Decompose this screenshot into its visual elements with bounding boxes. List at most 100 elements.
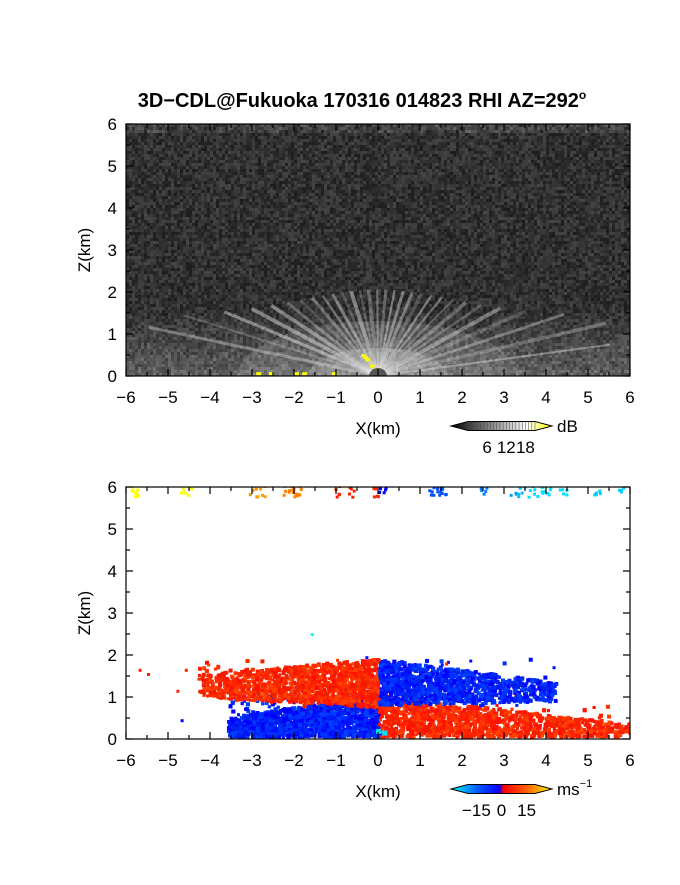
intensity-cell [438,202,441,205]
intensity-cell [540,133,543,136]
intensity-cell [468,148,471,151]
intensity-cell [252,145,255,148]
intensity-cell [231,136,234,139]
intensity-cell [399,133,402,136]
intensity-cell [255,142,258,145]
intensity-cell [243,145,246,148]
intensity-cell [366,190,369,193]
intensity-cell [381,157,384,160]
intensity-cell [333,154,336,157]
intensity-cell [504,184,507,187]
intensity-cell [423,166,426,169]
intensity-cell [621,148,624,151]
intensity-cell [210,124,213,127]
intensity-cell [558,127,561,130]
intensity-cell [468,208,471,211]
intensity-cell [297,166,300,169]
intensity-cell [240,175,243,178]
intensity-cell [573,202,576,205]
intensity-cell [534,184,537,187]
intensity-cell [408,136,411,139]
intensity-cell [501,190,504,193]
intensity-cell [267,124,270,127]
intensity-cell [258,136,261,139]
intensity-cell [462,142,465,145]
intensity-cell [390,136,393,139]
intensity-cell [291,178,294,181]
intensity-cell [360,169,363,172]
intensity-cell [615,208,618,211]
intensity-cell [150,175,153,178]
intensity-cell [528,181,531,184]
intensity-cell [186,148,189,151]
intensity-cell [378,202,381,205]
intensity-cell [279,148,282,151]
intensity-cell [462,151,465,154]
intensity-cell [276,202,279,205]
intensity-cell [408,145,411,148]
intensity-cell [537,151,540,154]
intensity-cell [498,190,501,193]
intensity-cell [603,184,606,187]
intensity-cell [384,172,387,175]
intensity-cell [393,193,396,196]
intensity-cell [429,196,432,199]
intensity-cell [234,202,237,205]
intensity-cell [333,136,336,139]
intensity-cell [177,160,180,163]
intensity-cell [477,184,480,187]
intensity-cell [402,172,405,175]
intensity-cell [594,208,597,211]
intensity-cell [210,127,213,130]
intensity-cell [258,148,261,151]
intensity-cell [564,202,567,205]
intensity-cell [291,163,294,166]
intensity-cell [447,157,450,160]
intensity-cell [558,190,561,193]
intensity-cell [198,202,201,205]
intensity-cell [150,163,153,166]
intensity-cell [411,124,414,127]
intensity-cell [399,172,402,175]
intensity-cell [522,172,525,175]
intensity-cell [261,178,264,181]
intensity-cell [408,142,411,145]
intensity-cell [543,148,546,151]
intensity-cell [183,157,186,160]
intensity-cell [225,184,228,187]
intensity-cell [219,139,222,142]
intensity-cell [273,160,276,163]
intensity-cell [432,139,435,142]
intensity-cell [141,166,144,169]
intensity-cell [249,133,252,136]
intensity-cell [618,172,621,175]
intensity-cell [411,166,414,169]
intensity-cell [453,163,456,166]
intensity-cell [306,193,309,196]
intensity-cell [357,154,360,157]
intensity-cell [273,151,276,154]
intensity-cell [537,154,540,157]
intensity-cell [318,145,321,148]
intensity-cell [288,127,291,130]
intensity-cell [162,169,165,172]
intensity-cell [492,199,495,202]
intensity-cell [267,211,270,214]
intensity-cell [165,157,168,160]
intensity-cell [513,196,516,199]
intensity-cell [603,169,606,172]
intensity-cell [585,208,588,211]
intensity-cell [372,208,375,211]
intensity-cell [381,211,384,214]
intensity-cell [183,172,186,175]
intensity-cell [243,175,246,178]
intensity-cell [222,178,225,181]
intensity-cell [477,136,480,139]
intensity-cell [543,175,546,178]
intensity-cell [420,142,423,145]
intensity-cell [270,190,273,193]
intensity-cell [255,187,258,190]
intensity-cell [387,151,390,154]
intensity-cell [336,127,339,130]
intensity-cell [369,202,372,205]
